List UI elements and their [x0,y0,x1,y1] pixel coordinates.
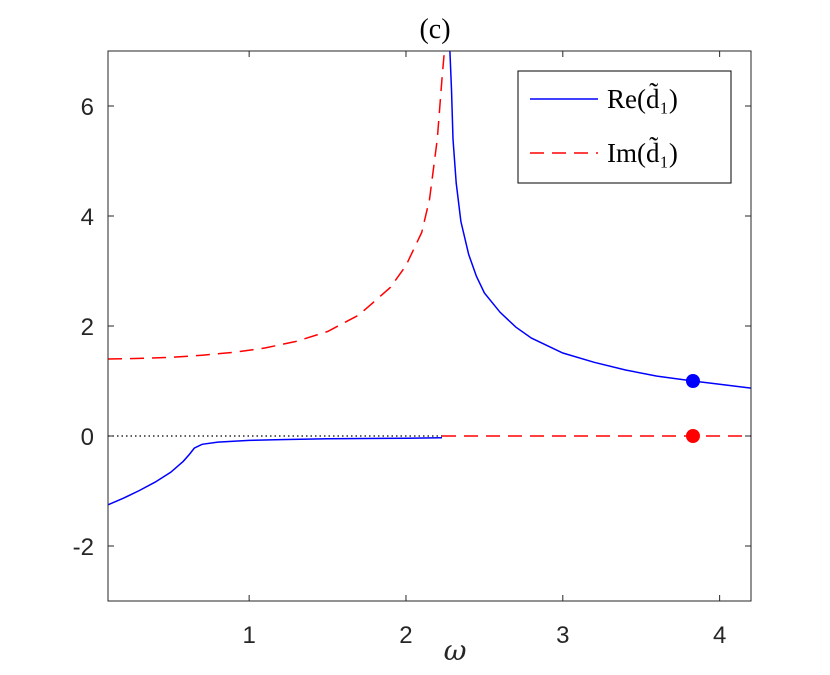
series-0-segment-1 [449,50,752,389]
y-tick-label: 2 [81,314,94,341]
y-tick-label: 4 [81,204,94,231]
data-marker-1 [685,429,700,443]
tick-layer: 1 2 3 4 -2 0 2 4 6 [73,51,751,649]
x-tick-label: 1 [242,622,255,649]
series-0-segment-0 [107,436,443,506]
series-1-segment-0 [107,50,446,360]
legend-box [517,70,732,184]
series-layer [107,50,752,506]
legend-label-im: Im(d̃₁) [607,137,678,168]
y-tick-label: 0 [81,424,94,451]
x-tick-label: 4 [713,622,726,649]
data-marker-0 [685,374,700,388]
marker-layer [685,374,700,443]
x-tick-label: 3 [556,622,569,649]
chart-title: (c) [419,14,450,45]
x-axis-label: ω [444,634,467,667]
legend-label-re: Re(d̃₁) [607,83,678,114]
y-tick-label: -2 [73,534,94,561]
legend: Re(d̃₁) Im(d̃₁) [517,70,732,184]
x-tick-label: 2 [399,622,412,649]
y-tick-label: 6 [81,94,94,121]
